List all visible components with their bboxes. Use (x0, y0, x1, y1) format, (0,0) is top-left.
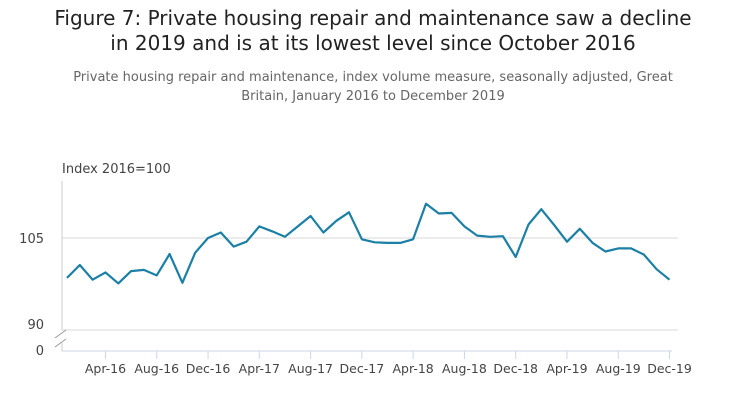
y-tick-label: 105 (19, 232, 44, 247)
x-tick-label: Aug-18 (442, 361, 487, 376)
x-tick-label: Aug-17 (288, 361, 333, 376)
x-tick-label: Dec-17 (340, 361, 385, 376)
x-tick-label: Dec-16 (186, 361, 231, 376)
chart-subtitle-line-2: Britain, January 2016 to December 2019 (241, 89, 505, 104)
chart-subtitle: Private housing repair and maintenance, … (0, 68, 746, 106)
x-tick-label: Dec-18 (493, 361, 538, 376)
x-tick-label: Apr-16 (85, 361, 126, 376)
x-tick-label: Aug-16 (134, 361, 179, 376)
axis-break-mark (54, 329, 67, 348)
y-tick-label: 0 (36, 344, 44, 359)
x-tick-label: Apr-18 (393, 361, 434, 376)
chart-title-line-1: Figure 7: Private housing repair and mai… (54, 6, 692, 30)
chart-title-line-2: in 2019 and is at its lowest level since… (110, 31, 636, 55)
chart-title: Figure 7: Private housing repair and mai… (0, 6, 746, 56)
x-tick-label: Apr-19 (546, 361, 587, 376)
x-tick-label: Dec-19 (647, 361, 692, 376)
y-tick-label: 90 (27, 318, 44, 333)
chart-subtitle-line-1: Private housing repair and maintenance, … (73, 70, 673, 85)
x-tick-label: Aug-19 (596, 361, 641, 376)
y-axis-label: Index 2016=100 (62, 162, 171, 177)
series-line (66, 202, 671, 285)
x-tick-label: Apr-17 (239, 361, 280, 376)
